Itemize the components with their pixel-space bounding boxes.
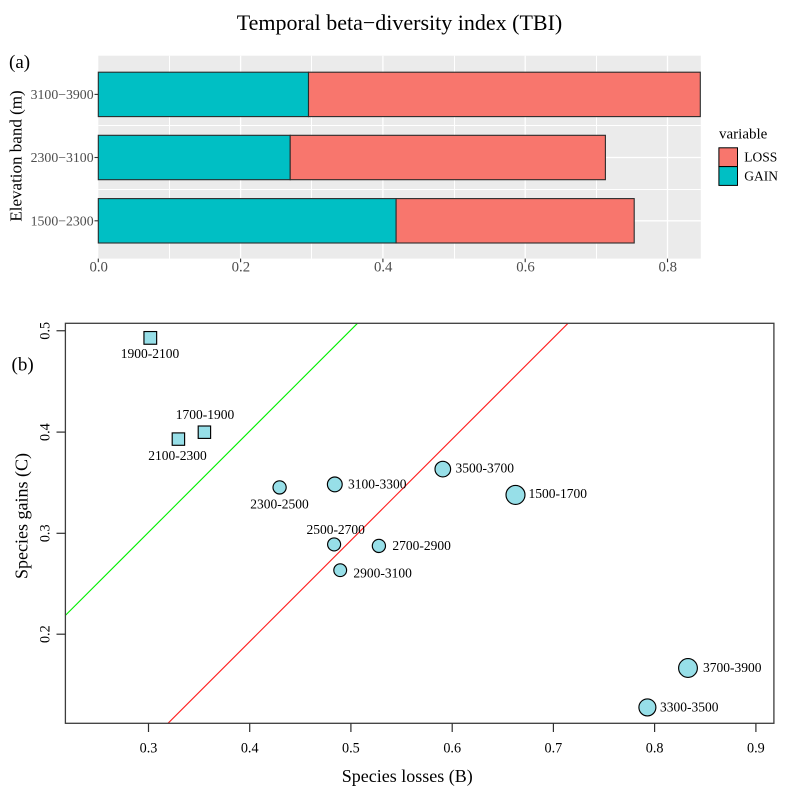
svg-text:Species gains (C): Species gains (C) [12,453,33,579]
svg-text:0.5: 0.5 [342,741,360,757]
svg-text:LOSS: LOSS [744,150,777,165]
svg-text:0.3: 0.3 [140,741,158,757]
svg-text:GAIN: GAIN [744,169,778,184]
svg-text:(a): (a) [9,52,30,73]
svg-text:Temporal beta−diversity index: Temporal beta−diversity index (TBI) [237,10,563,35]
svg-text:0.0: 0.0 [89,260,108,276]
svg-text:0.6: 0.6 [516,260,535,276]
svg-text:1500−2300: 1500−2300 [31,213,94,228]
svg-text:0.4: 0.4 [38,423,54,441]
svg-text:0.4: 0.4 [374,260,393,276]
svg-text:Species losses (B): Species losses (B) [342,766,473,787]
svg-text:0.3: 0.3 [38,524,54,542]
svg-text:3700-3900: 3700-3900 [703,660,762,675]
svg-text:3500-3700: 3500-3700 [456,461,515,476]
svg-text:1700-1900: 1700-1900 [176,407,235,422]
svg-text:3100-3300: 3100-3300 [348,476,407,491]
svg-text:0.2: 0.2 [38,625,54,643]
svg-text:0.9: 0.9 [747,741,765,757]
svg-text:0.8: 0.8 [646,741,664,757]
svg-text:2900-3100: 2900-3100 [353,566,412,581]
svg-text:0.8: 0.8 [659,260,678,276]
svg-text:2500-2700: 2500-2700 [306,522,365,537]
svg-text:2300−3100: 2300−3100 [31,150,94,165]
svg-text:2700-2900: 2700-2900 [392,538,451,553]
svg-text:2100-2300: 2100-2300 [148,448,207,463]
svg-text:variable: variable [719,126,768,142]
svg-text:0.4: 0.4 [241,741,259,757]
svg-text:0.6: 0.6 [443,741,461,757]
svg-text:0.2: 0.2 [232,260,251,276]
svg-text:3300-3500: 3300-3500 [660,700,719,715]
svg-text:0.7: 0.7 [545,741,563,757]
svg-text:0.5: 0.5 [38,322,54,340]
svg-text:(b): (b) [12,355,34,376]
svg-text:3100−3900: 3100−3900 [31,87,94,102]
svg-text:1900-2100: 1900-2100 [121,346,180,361]
svg-text:1500-1700: 1500-1700 [529,486,588,501]
svg-text:Elevation band (m): Elevation band (m) [6,90,25,221]
svg-text:2300-2500: 2300-2500 [250,496,309,511]
